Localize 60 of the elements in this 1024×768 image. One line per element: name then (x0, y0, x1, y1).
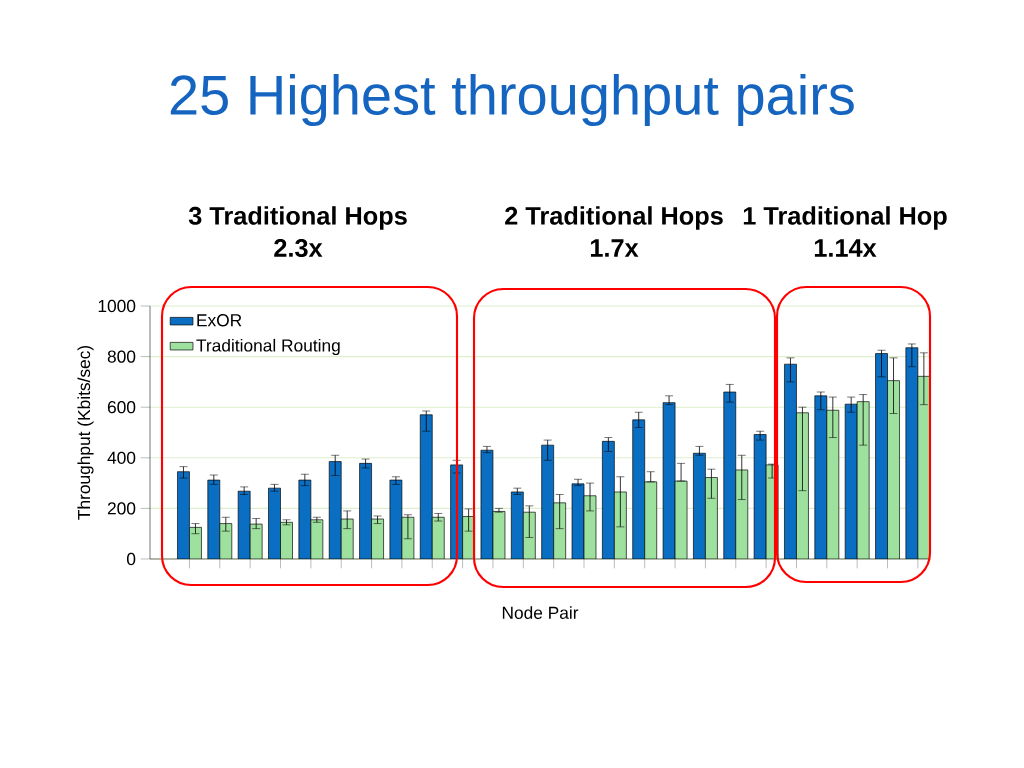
y-tick-label: 200 (107, 502, 136, 515)
bar (249, 523, 263, 559)
text: 2 Traditional Hops (505, 206, 723, 230)
bar (917, 375, 931, 559)
bar (856, 401, 870, 559)
bar (237, 490, 251, 559)
bar (705, 477, 718, 559)
text: 2.3x (274, 239, 323, 257)
bar (632, 419, 646, 559)
bar (753, 434, 767, 559)
bar (492, 511, 506, 559)
y-tick-label: 600 (107, 401, 136, 414)
text: 1 Traditional Hop (743, 206, 947, 230)
bar (371, 518, 384, 559)
y-tick-label: 400 (107, 451, 136, 464)
legend-label: ExOR (197, 314, 242, 327)
bar (310, 519, 324, 559)
bar (571, 483, 585, 559)
y-tick-label: 1000 (98, 299, 136, 313)
bar (280, 521, 293, 559)
bar (480, 449, 494, 559)
text: 3 Traditional Hops (188, 206, 407, 230)
legend-label: Traditional Routing (196, 338, 340, 356)
bar (359, 463, 372, 559)
bar (401, 516, 415, 559)
bar (510, 491, 524, 559)
y-tick-label: 800 (107, 350, 136, 363)
text: 1.14x (814, 239, 877, 257)
y-tick-label: 0 (126, 552, 136, 566)
bar (340, 518, 354, 559)
bar (784, 363, 797, 559)
bar (189, 527, 202, 559)
bar (662, 402, 676, 559)
bar (814, 395, 828, 559)
bar (419, 414, 433, 559)
bar (693, 452, 706, 559)
bar (583, 495, 597, 559)
chart-title: 25 Highest throughput pairs (170, 73, 854, 127)
bar (905, 347, 919, 559)
bar (268, 487, 281, 559)
bar (826, 409, 840, 559)
bar (298, 479, 312, 559)
bar (207, 479, 221, 559)
bar (644, 481, 658, 559)
bar (431, 516, 445, 559)
bar (735, 469, 749, 559)
bar (887, 380, 900, 559)
bar (875, 353, 888, 559)
bar (602, 441, 615, 559)
text: 1.7x (590, 239, 639, 257)
bar (553, 502, 567, 559)
bar (389, 479, 403, 559)
bar (541, 444, 554, 559)
bar (219, 523, 233, 559)
bar (844, 403, 858, 559)
bar (328, 461, 342, 559)
bar (723, 391, 737, 559)
x-axis-title: Node Pair (502, 606, 579, 619)
bar (177, 471, 190, 559)
y-axis-title: Throughput (Kbits/sec) (77, 345, 94, 520)
